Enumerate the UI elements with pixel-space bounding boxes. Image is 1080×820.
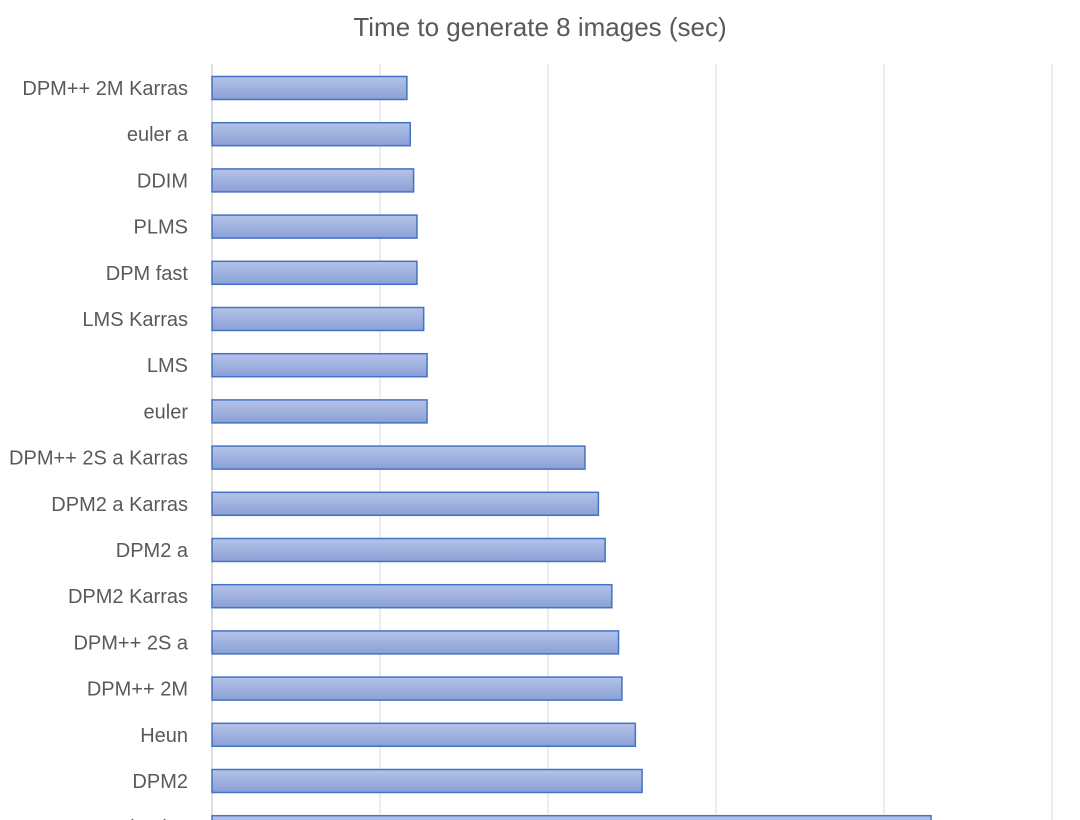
bar [211,260,418,286]
bars [211,75,932,820]
category-label: DPM++ 2M [87,679,188,701]
category-label: DPM++ 2S a [73,632,188,654]
bar [211,445,586,470]
category-label: Heun [140,725,188,747]
bar [211,352,428,378]
bar [211,306,425,332]
bar [211,399,428,424]
bar [211,583,613,609]
category-label: DPM adaptive [62,817,188,820]
bar [211,722,637,748]
category-label: euler a [127,124,189,146]
category-label: DPM2 a [116,540,189,562]
category-label: DPM++ 2S a Karras [9,448,188,470]
category-label: LMS [147,355,188,377]
category-label: PLMS [134,217,188,239]
bar [211,814,932,820]
bar [211,214,418,239]
bar [211,537,606,563]
bar [211,75,408,101]
category-label: DPM fast [106,263,189,285]
category-label: DPM2 [132,771,188,793]
category-label: DPM2 Karras [68,586,188,608]
category-label: LMS Karras [82,309,188,331]
category-label: DPM2 a Karras [51,494,188,516]
category-label: DDIM [137,170,188,192]
bar [211,630,620,655]
bar [211,168,415,193]
bar [211,121,411,147]
chart-title: Time to generate 8 images (sec) [353,12,727,42]
category-label: euler [144,401,189,423]
bar [211,768,643,794]
bar [211,491,600,517]
category-labels: DPM++ 2M Karras euler a DDIM PLMS DPM fast LM… [9,78,189,820]
bar [211,676,623,701]
category-label: DPM++ 2M Karras [22,78,188,100]
